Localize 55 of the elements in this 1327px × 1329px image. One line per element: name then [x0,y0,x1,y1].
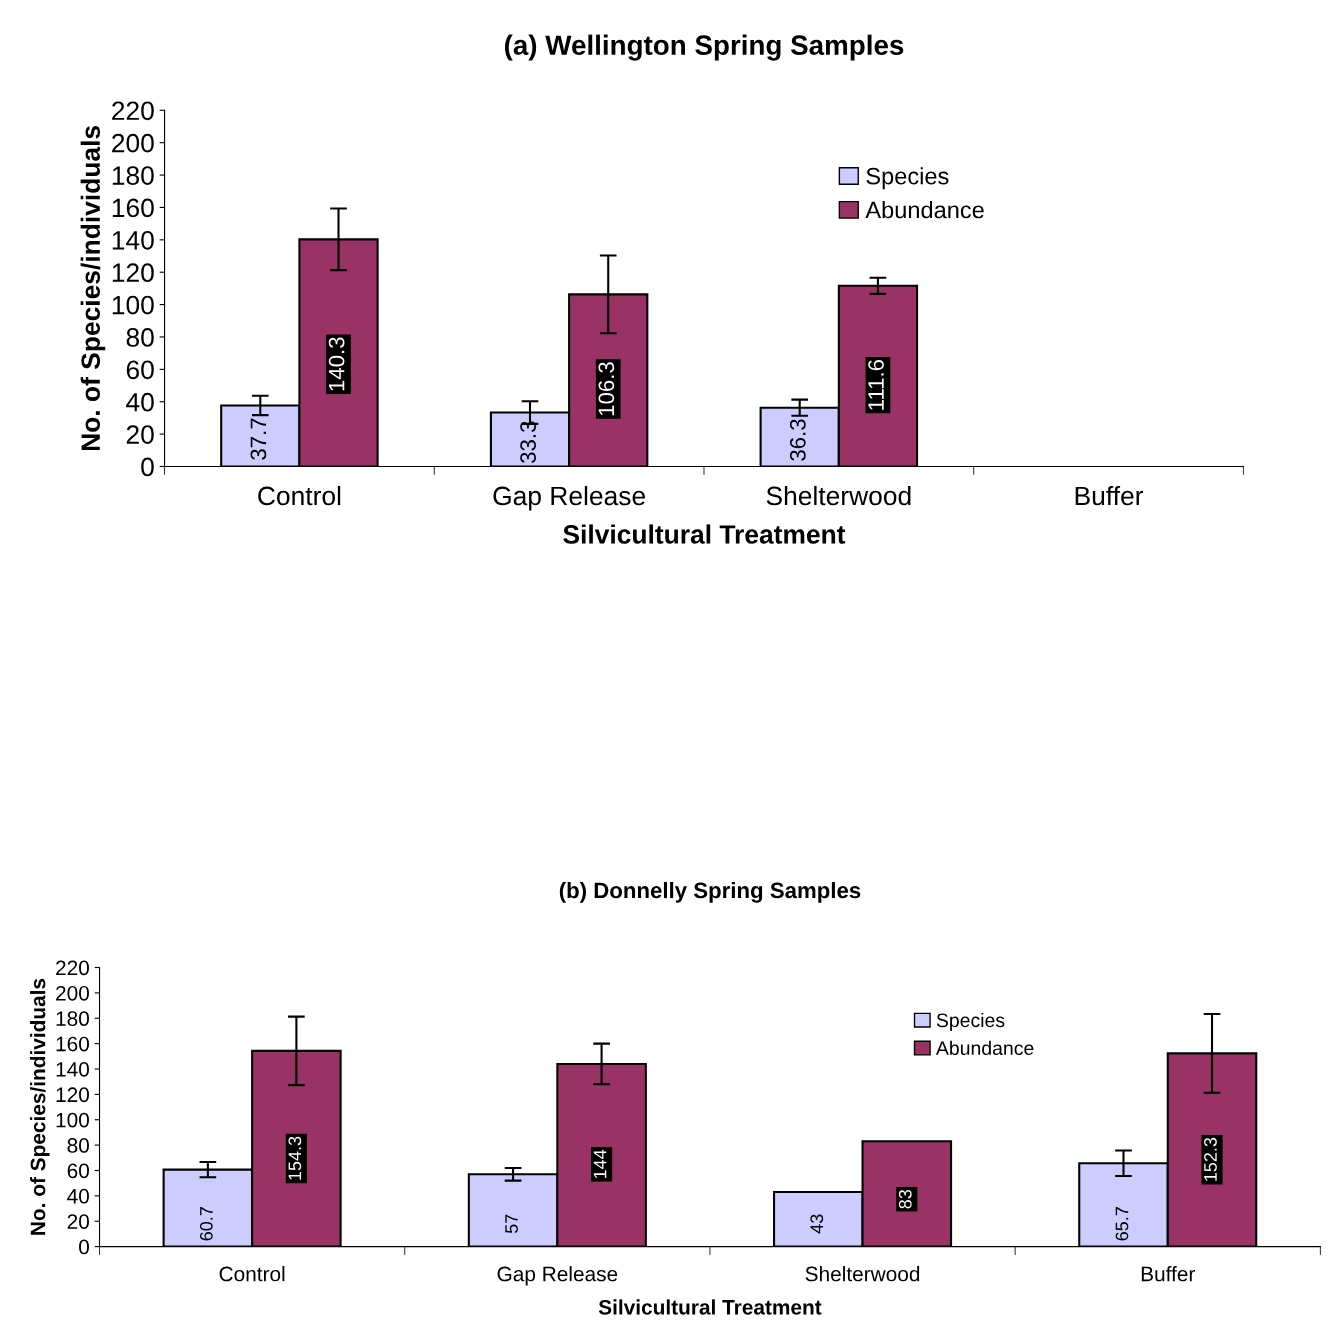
y-tick-label: 40 [67,1188,89,1204]
y-tick-label: 120 [56,1087,89,1103]
data-label: 154.3 [288,1136,302,1180]
y-tick-label: 20 [67,1214,89,1229]
y-tick-label: 140 [56,1062,89,1077]
chart-title: (b) Donnelly Spring Samples [559,881,861,903]
y-tick-label: 20 [126,425,154,444]
y-tick-label: 160 [56,1036,89,1052]
y-tick-label: 160 [112,198,154,218]
legend-label: Species [936,1012,1005,1032]
y-tick-label: 60 [67,1163,89,1179]
y-tick-label: 100 [56,1112,89,1128]
data-label: 106.3 [598,362,615,416]
y-tick-label: 180 [56,1011,89,1027]
y-tick-label: 0 [79,1239,89,1255]
y-tick-label: 140 [112,230,154,250]
x-tick-label: Buffer [1075,485,1144,506]
x-tick-label: Buffer [1141,1266,1196,1282]
y-tick-label: 60 [126,360,154,380]
data-label: 60.7 [199,1207,213,1241]
data-label: 140.3 [328,337,345,391]
data-label: 36.3 [789,419,806,461]
y-tick-label: 40 [126,392,154,412]
x-tick-label: Control [258,485,341,506]
y-tick-label: 180 [112,166,154,185]
x-tick-label: Gap Release [497,1266,618,1286]
x-axis-title: Silvicultural Treatment [598,1299,822,1315]
x-axis-title: Silvicultural Treatment [563,524,846,544]
data-label: 152.3 [1204,1137,1217,1181]
data-label: 65.7 [1115,1207,1129,1241]
data-label: 111.6 [868,359,884,410]
x-tick-label: Gap Release [493,485,645,511]
y-axis-title: No. of Species/individuals [30,978,50,1235]
y-tick-label: 220 [112,101,154,121]
y-tick-label: 200 [112,133,154,153]
legend-label: Species [866,167,949,190]
data-label: 37.7 [250,418,267,460]
y-tick-label: 80 [67,1138,89,1153]
y-tick-label: 100 [112,295,154,315]
y-tick-label: 0 [141,457,154,477]
y-axis-title: No. of Species/individuals [80,125,106,451]
y-tick-label: 120 [112,263,154,283]
x-tick-label: Control [219,1266,285,1282]
x-tick-label: Shelterwood [805,1266,920,1282]
data-label: 43 [810,1214,824,1234]
y-tick-label: 200 [56,985,89,1001]
data-label: 83 [898,1189,912,1209]
legend-label: Abundance [865,200,984,219]
legend-label: Abundance [935,1040,1034,1056]
y-tick-label: 220 [56,960,89,976]
data-label: 144 [593,1149,607,1179]
x-tick-label: Shelterwood [766,485,911,506]
chart-title: (a) Wellington Spring Samples [504,34,904,61]
y-tick-label: 80 [126,328,154,347]
data-label: 57 [505,1214,518,1234]
